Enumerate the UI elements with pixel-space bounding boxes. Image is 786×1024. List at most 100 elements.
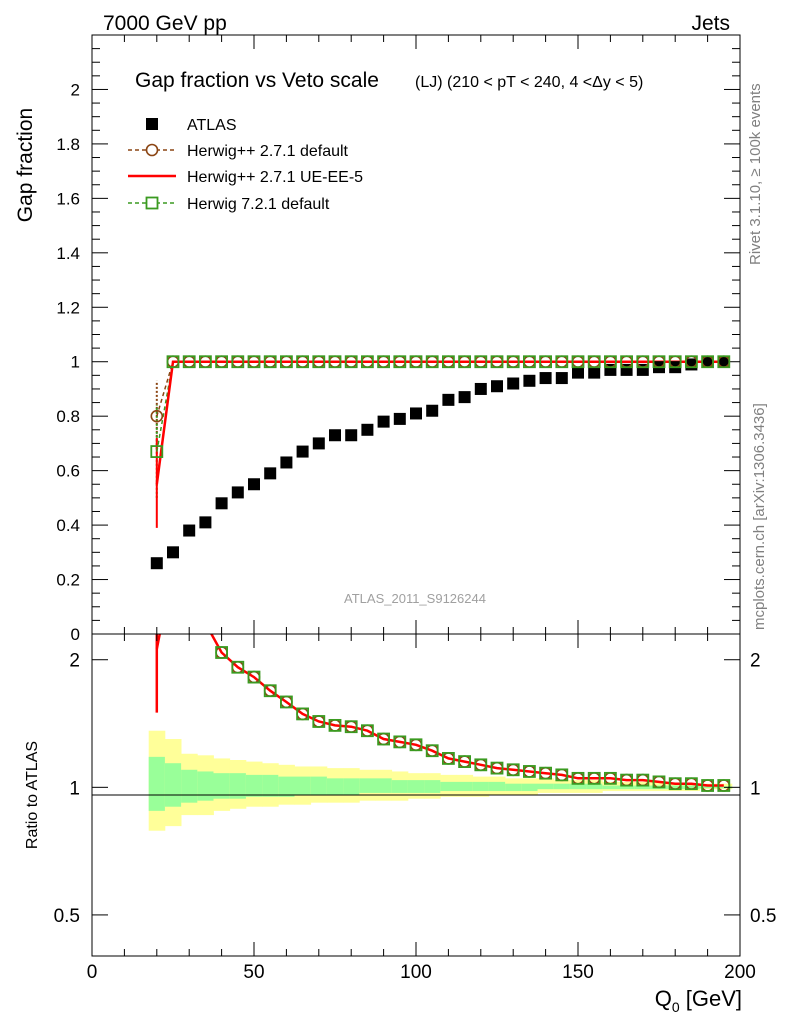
ratio-band-inner [262, 774, 279, 797]
legend-marker-atlas [146, 118, 158, 130]
herwig7-default-marker [555, 355, 569, 369]
atlas-data-point [150, 557, 163, 570]
ratio-marker-herwig7-default [377, 732, 391, 746]
herwig7-default-marker [344, 355, 358, 369]
chart-subtitle: (LJ) (210 < pT < 240, 4 <Δy < 5) [415, 74, 643, 91]
ratio-band-inner [294, 776, 312, 795]
herwig7-default-marker [312, 355, 326, 369]
atlas-data-point [361, 423, 374, 436]
ratio-marker-herwig7-default [620, 773, 633, 787]
herwig7-default-marker [247, 355, 261, 369]
ratio-y-tick-label: 1 [69, 778, 80, 799]
atlas-data-point [442, 393, 455, 406]
atlas-data-point [231, 486, 244, 499]
ratio-marker-herwigpp-default [184, 604, 195, 615]
main-y-tick-labels: 0.2 0.4 0.6 0.8 1 1.2 1.4 1.6 1.8 2 [56, 80, 80, 589]
herwigpp-default-marker [150, 409, 164, 423]
ratio-plot-frame [91, 633, 741, 957]
herwig7-default-marker [166, 355, 180, 369]
herwig7-default-marker [150, 445, 164, 458]
ratio-band-inner [505, 783, 522, 792]
atlas-data-point [588, 366, 601, 379]
ratio-marker-herwig7-default [409, 738, 423, 752]
legend-label: Herwig++ 2.7.1 UE-EE-5 [187, 169, 363, 186]
ratio-marker-herwig7-default [685, 777, 698, 791]
ratio-panel: 0.5 0.5 1 1 2 2 0 50 100 150 200 Ratio to ATLAS Q… [24, 560, 776, 1015]
ratio-marker-herwig7-default [701, 779, 714, 792]
ratio-marker-herwig7-default [296, 707, 310, 721]
ratio-marker-herwig7-default [360, 724, 374, 738]
atlas-data-point [393, 412, 406, 425]
herwig7-default-marker [474, 355, 488, 369]
series-line-herwigpp-ue-ee-5 [155, 360, 724, 485]
herwig7-default-marker [296, 355, 310, 369]
ratio-marker-herwig7-default [184, 604, 195, 615]
ratio-band-inner [553, 783, 571, 790]
x-axis-label-unit: [GeV] [680, 986, 742, 1011]
x-axis-label-subscript: 0 [672, 999, 680, 1015]
herwig7-default-marker [231, 355, 245, 369]
mcplots-reference-label: mcplots.cern.ch [arXiv:1306.3436] [751, 403, 768, 630]
ratio-band-inner [537, 783, 555, 790]
ratio-marker-herwig7-default [717, 779, 731, 792]
ratio-marker-herwig7-default [425, 744, 439, 758]
herwig7-default-marker [701, 355, 714, 369]
main-y-tick-label: 1.2 [56, 298, 80, 317]
ratio-band-inner [391, 780, 409, 793]
ratio-y-axis-label: Ratio to ATLAS [24, 741, 41, 849]
herwig7-default-marker [490, 355, 504, 369]
ratio-band-inner [245, 774, 263, 797]
atlas-data-point [280, 456, 293, 469]
ratio-axis-ticks [91, 634, 741, 956]
ratio-marker-herwig7-default [571, 771, 585, 785]
main-y-tick-label-zero: 0 [71, 625, 80, 644]
ratio-marker-herwig7-default [474, 758, 488, 772]
atlas-data-point [183, 524, 196, 537]
ratio-band-inner [197, 771, 214, 801]
ratio-marker-herwig7-default [279, 695, 293, 709]
ratio-band-inner [229, 773, 247, 799]
ratio-marker-herwig7-default [523, 765, 536, 778]
ratio-marker-herwig7-default [393, 735, 407, 749]
herwig7-default-marker [652, 355, 666, 369]
ratio-band-inner [618, 785, 636, 790]
ratio-marker-herwig7-default [604, 771, 617, 785]
main-y-axis-label: Gap fraction [14, 108, 37, 222]
ratio-band-inner [343, 778, 360, 795]
atlas-data-point [474, 382, 487, 395]
ratio-band-inner [326, 778, 344, 795]
ratio-band-inner [569, 783, 587, 790]
ratio-marker-herwig7-default [636, 773, 650, 787]
main-y-tick-label: 0.4 [56, 516, 80, 535]
ratio-y-tick-label: 2 [69, 651, 80, 672]
ratio-marker-herwig7-default [539, 766, 552, 780]
legend-marker-herwig7-default [145, 196, 159, 210]
ratio-marker-herwig7-default [587, 771, 601, 785]
analysis-watermark: ATLAS_2011_S9126244 [344, 591, 486, 606]
ratio-band-inner [164, 763, 182, 807]
herwig7-default-marker [377, 355, 391, 369]
x-tick-label: 200 [724, 962, 756, 983]
ratio-marker-herwig7-default [668, 777, 682, 791]
herwig7-default-marker [441, 355, 455, 369]
ratio-band-inner [586, 783, 603, 790]
atlas-data-point [215, 497, 228, 510]
ratio-band-inner [181, 769, 198, 803]
legend-marker-herwigpp-default [145, 143, 159, 157]
herwig7-default-marker [360, 355, 374, 369]
ratio-marker-herwig7-default [168, 560, 179, 571]
main-y-tick-label: 1 [71, 353, 80, 372]
ratio-marker-herwig7-default [312, 715, 326, 728]
herwig7-default-marker [328, 355, 342, 369]
ratio-band-inner [472, 781, 490, 792]
ratio-band-inner [359, 778, 376, 793]
herwig7-default-marker [636, 355, 650, 369]
ratio-band-inner [278, 776, 295, 797]
x-tick-label: 0 [87, 962, 98, 983]
ratio-band-inner [456, 781, 474, 792]
ratio-band-inner [683, 785, 700, 790]
herwig7-default-marker [263, 355, 277, 369]
herwig7-default-marker [668, 355, 682, 369]
herwig7-default-marker [620, 355, 633, 369]
